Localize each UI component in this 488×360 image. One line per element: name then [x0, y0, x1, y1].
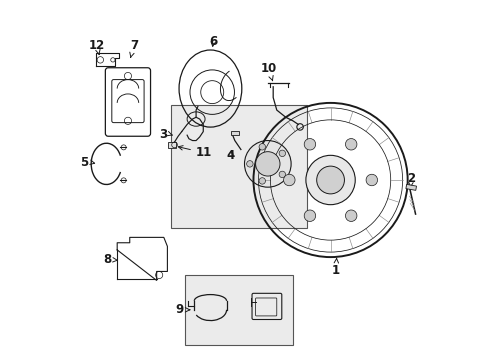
Circle shape [345, 139, 356, 150]
Text: 6: 6 [209, 35, 217, 48]
Bar [405, 184, 416, 190]
Circle shape [304, 139, 315, 150]
Text: 9: 9 [175, 303, 183, 316]
Text: 3: 3 [159, 127, 167, 141]
Circle shape [279, 171, 285, 177]
Text: 8: 8 [103, 253, 112, 266]
Text: 4: 4 [226, 149, 235, 162]
Text: 1: 1 [331, 258, 339, 277]
Bar [185, 275, 292, 345]
Bar [231, 131, 239, 135]
Bar [171, 105, 306, 228]
Circle shape [316, 166, 344, 194]
Text: 12: 12 [88, 39, 104, 55]
Circle shape [255, 152, 280, 176]
Circle shape [259, 178, 265, 184]
Circle shape [345, 210, 356, 221]
Circle shape [283, 174, 294, 186]
Circle shape [244, 140, 290, 187]
Circle shape [304, 210, 315, 221]
Circle shape [259, 144, 265, 150]
Circle shape [279, 150, 285, 157]
Text: 5: 5 [80, 156, 88, 169]
Text: 10: 10 [260, 62, 276, 81]
Circle shape [305, 155, 354, 205]
Text: 2: 2 [407, 172, 414, 188]
Circle shape [366, 174, 377, 186]
Circle shape [246, 161, 253, 167]
Text: 11: 11 [178, 146, 212, 159]
Text: 7: 7 [129, 39, 138, 57]
Bar [168, 142, 176, 148]
